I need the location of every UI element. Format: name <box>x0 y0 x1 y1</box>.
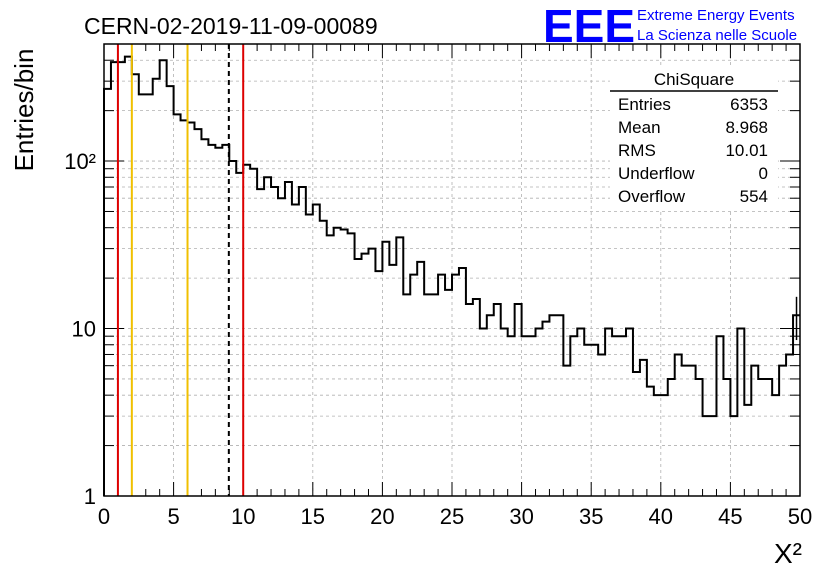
stats-title: ChiSquare <box>654 70 734 89</box>
stats-value: 554 <box>740 187 768 206</box>
histogram-line <box>103 55 800 496</box>
x-tick-label: 50 <box>788 504 812 529</box>
x-tick-label: 40 <box>649 504 673 529</box>
x-tick-label: 10 <box>231 504 255 529</box>
stats-value: 6353 <box>730 95 768 114</box>
stats-box: ChiSquare Entries 6353 Mean 8.968 RMS 10.01 Un… <box>610 68 778 210</box>
stats-label: Mean <box>618 118 661 137</box>
y-tick-label: 1 <box>84 484 96 509</box>
stats-value: 8.968 <box>725 118 768 137</box>
plot-frame <box>103 43 801 497</box>
stats-label: Overflow <box>618 187 686 206</box>
stats-label: Entries <box>618 95 671 114</box>
x-tick-label: 20 <box>370 504 394 529</box>
histogram <box>103 55 800 496</box>
x-tick-label: 0 <box>98 504 110 529</box>
stats-label: RMS <box>618 141 656 160</box>
reference-lines <box>116 44 245 496</box>
run-title: CERN-02-2019-11-09-00089 <box>84 13 378 39</box>
y-tick-label: 10² <box>64 149 96 174</box>
stats-value: 0 <box>759 164 768 183</box>
y-tick-labels: 1 10 10² <box>64 149 96 509</box>
x-tick-label: 5 <box>167 504 179 529</box>
stats-value: 10.01 <box>725 141 768 160</box>
x-tick-label: 15 <box>301 504 325 529</box>
x-tick-label: 35 <box>579 504 603 529</box>
y-tick-label: 10 <box>72 317 96 342</box>
x-tick-label: 25 <box>440 504 464 529</box>
y-axis-label: Entries/bin <box>9 49 39 172</box>
stats-label: Underflow <box>618 164 695 183</box>
x-tick-label: 30 <box>509 504 533 529</box>
x-axis-label: X² <box>774 538 802 569</box>
x-tick-label: 45 <box>718 504 742 529</box>
grid-lines <box>104 44 800 496</box>
org-line-2: La Scienza nelle Scuole <box>637 27 797 44</box>
x-tick-labels: 0 5 10 15 20 25 30 35 40 45 50 <box>98 504 812 529</box>
org-line-1: Extreme Energy Events <box>637 7 795 24</box>
